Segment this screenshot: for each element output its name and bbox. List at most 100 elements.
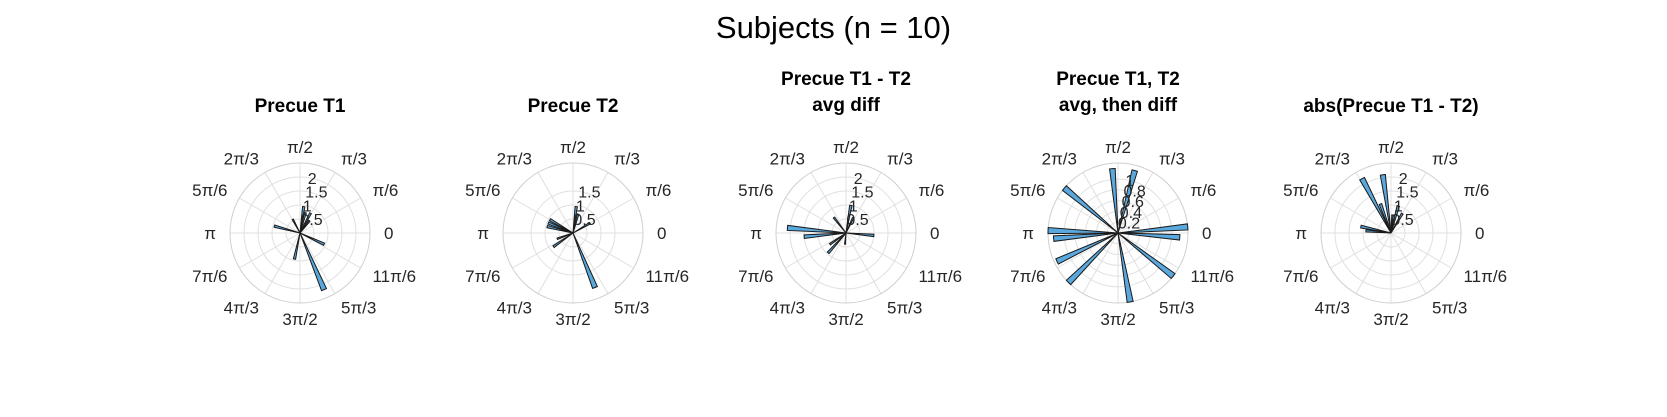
theta-spoke (1330, 232, 1392, 269)
theta-spoke (1390, 232, 1452, 269)
theta-tick-label: 3π/2 (1100, 310, 1135, 329)
theta-spoke (810, 232, 847, 294)
theta-tick-label: 0 (384, 224, 393, 243)
theta-spoke (1117, 172, 1154, 234)
theta-tick-label: π/3 (1159, 150, 1185, 169)
histogram-bar (1378, 203, 1392, 234)
theta-tick-label: π/3 (887, 150, 913, 169)
r-tick-label: 2 (854, 171, 863, 188)
theta-spoke (1355, 232, 1392, 294)
polar-chart-1: 0.511.52 0 π/6 π/3 π/2 2π/3 5π/6 π 7π/6 4π/3 3π/2 5… (192, 96, 416, 329)
r-tick-label: 1 (1125, 173, 1134, 190)
theta-spoke (785, 232, 847, 269)
theta-tick-label: π/3 (1432, 150, 1458, 169)
theta-spoke (845, 232, 907, 269)
theta-spoke (1330, 197, 1392, 234)
theta-spoke (239, 232, 301, 269)
histogram-bar (1052, 232, 1119, 242)
theta-tick-label: 2π/3 (1042, 150, 1077, 169)
histogram-bar (1390, 205, 1401, 234)
histogram-bar (299, 211, 307, 234)
theta-tick-label: 11π/6 (645, 267, 689, 286)
histogram-bar (1055, 232, 1119, 265)
histogram-bar (548, 218, 574, 234)
subplot-title: Precue T1 - T2 (781, 69, 911, 90)
theta-spoke (1117, 232, 1179, 269)
histogram-bar (826, 232, 847, 255)
theta-spoke (1082, 232, 1119, 294)
theta-spoke (299, 232, 336, 294)
theta-spoke (810, 172, 847, 234)
histogram-bar (828, 232, 847, 246)
histogram-bar (299, 205, 306, 234)
r-tick-label: 2 (308, 171, 317, 188)
theta-tick-label: π/3 (341, 150, 367, 169)
theta-tick-label: π/6 (918, 181, 944, 200)
theta-tick-label: 4π/3 (1042, 298, 1077, 317)
theta-tick-label: π (477, 224, 489, 243)
histogram-bar (1390, 214, 1394, 234)
r-tick-label: 0.8 (1123, 184, 1145, 201)
histogram-bar (1061, 185, 1119, 234)
histogram-bar (1359, 176, 1392, 234)
theta-tick-label: 5π/6 (192, 181, 227, 200)
histogram-bar (845, 204, 853, 234)
r-tick-label: 0.4 (1120, 205, 1142, 222)
histogram-bar (1117, 232, 1134, 303)
theta-tick-label: 0 (657, 224, 666, 243)
histogram-bar (546, 224, 574, 234)
theta-tick-label: 5π/3 (1159, 298, 1194, 317)
theta-tick-label: π/6 (1190, 181, 1216, 200)
histogram-bar (803, 232, 847, 240)
theta-spoke (1390, 232, 1427, 294)
subplot-title: Precue T1, T2 (1056, 69, 1180, 90)
subplot-title: Precue T1 (255, 96, 346, 117)
theta-tick-label: 2π/3 (497, 150, 532, 169)
histogram-bar (299, 212, 313, 234)
theta-tick-label: 5π/3 (341, 298, 376, 317)
theta-tick-label: π/2 (1378, 138, 1404, 157)
theta-tick-label: π/3 (614, 150, 640, 169)
theta-tick-label: 7π/6 (192, 267, 227, 286)
theta-tick-label: 3π/2 (555, 310, 590, 329)
theta-tick-label: π/6 (1463, 181, 1489, 200)
histogram-bar (572, 213, 580, 234)
theta-spoke (264, 232, 301, 294)
theta-spoke (1057, 232, 1119, 269)
polar-chart-2: 0.511.5 0 π/6 π/3 π/2 2π/3 5π/6 π 7π/6 4π/3 3π/2 5π… (465, 96, 689, 329)
histogram-bar (299, 232, 326, 246)
r-tick-label: 0.5 (573, 212, 595, 229)
theta-tick-label: π/6 (372, 181, 398, 200)
theta-tick-label: 3π/2 (1373, 310, 1408, 329)
histogram-bar (572, 232, 599, 290)
theta-tick-label: 2π/3 (224, 150, 259, 169)
histogram-bar (845, 216, 855, 234)
theta-spoke (1117, 232, 1154, 294)
theta-spoke (572, 232, 609, 294)
theta-spoke (537, 232, 574, 294)
theta-tick-label: 11π/6 (1463, 267, 1507, 286)
theta-spoke (572, 232, 634, 269)
polar-outer-ring (229, 162, 371, 304)
theta-tick-label: 0 (1202, 224, 1211, 243)
theta-tick-label: 7π/6 (1010, 267, 1045, 286)
theta-tick-label: π/2 (560, 138, 586, 157)
theta-spoke (785, 197, 847, 234)
histogram-bar (832, 216, 847, 234)
histogram-bar (1117, 232, 1181, 241)
theta-tick-label: 3π/2 (828, 310, 863, 329)
theta-tick-label: 5π/6 (465, 181, 500, 200)
theta-spoke (299, 232, 361, 269)
polar-chart-4: 0.20.40.60.81 0 π/6 π/3 π/2 2π/3 5π/6 π 7π/6 4π/3… (1010, 69, 1234, 329)
histogram-bar (291, 218, 301, 234)
theta-tick-label: π/2 (833, 138, 859, 157)
theta-tick-label: 11π/6 (918, 267, 962, 286)
theta-tick-label: 4π/3 (224, 298, 259, 317)
theta-tick-label: 7π/6 (738, 267, 773, 286)
r-tick-label: 2 (1399, 171, 1408, 188)
histogram-bar (1109, 167, 1119, 234)
theta-spoke (1057, 197, 1119, 234)
histogram-bar (273, 224, 301, 234)
theta-tick-label: 2π/3 (1315, 150, 1350, 169)
